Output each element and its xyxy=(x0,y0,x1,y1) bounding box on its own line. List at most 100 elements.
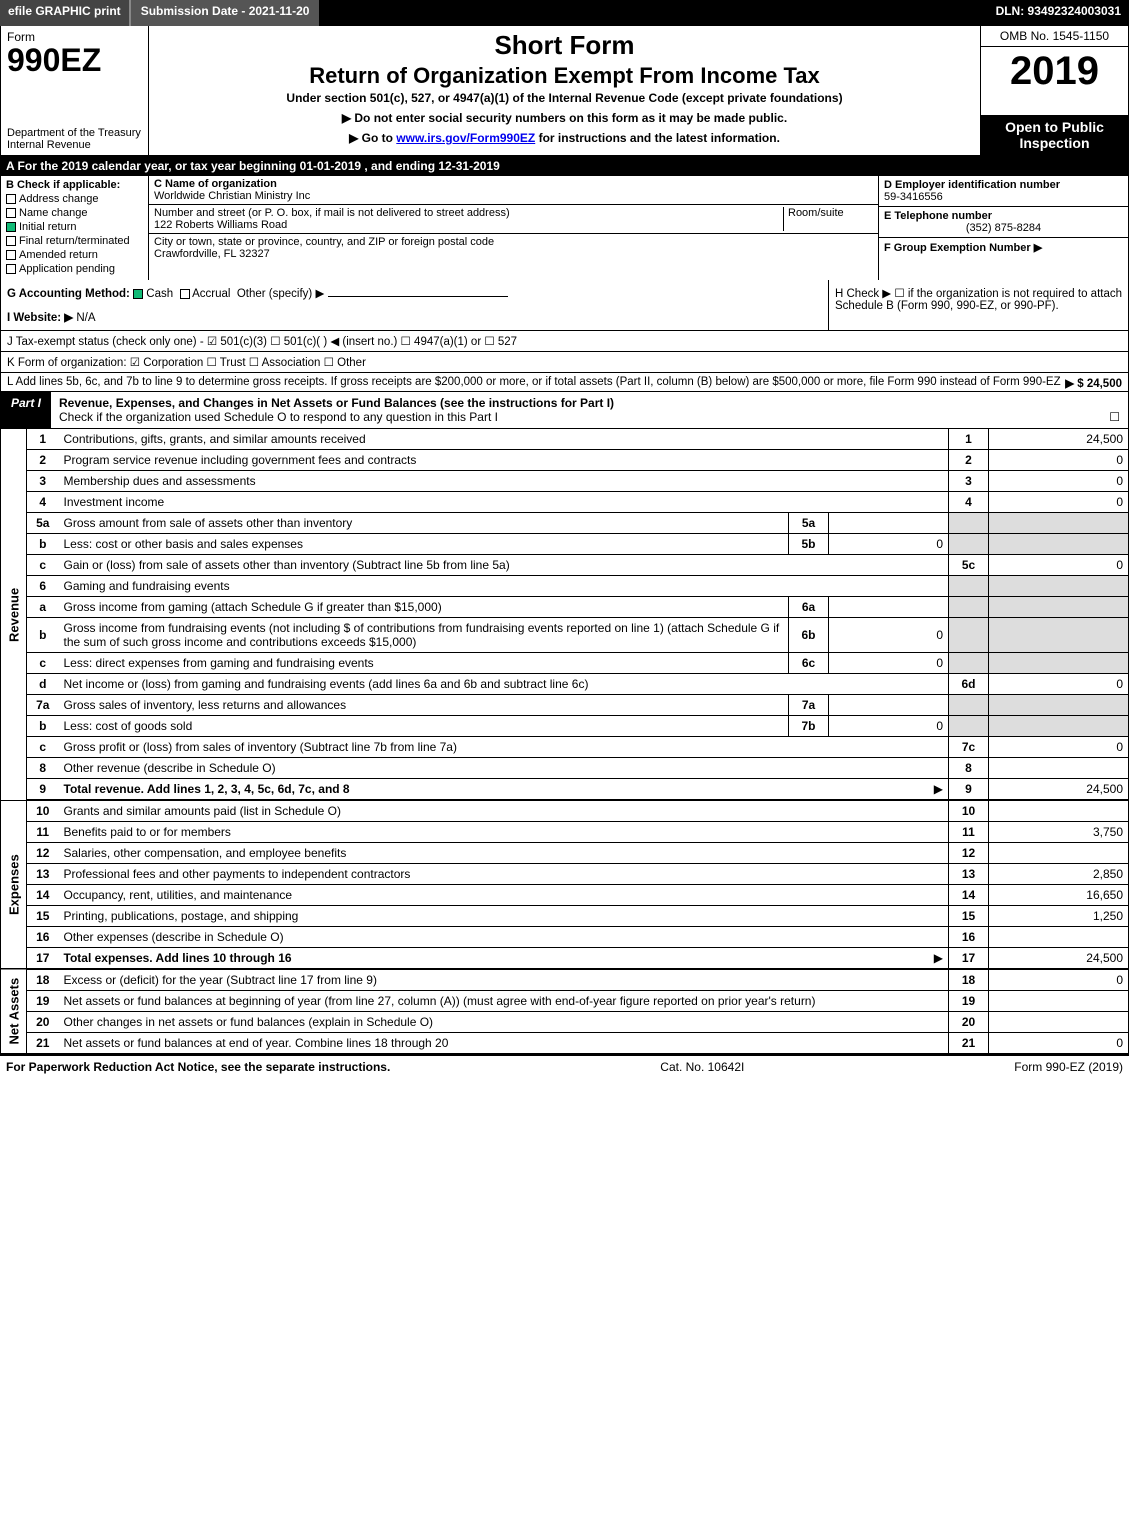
d-16: Other expenses (describe in Schedule O) xyxy=(64,930,284,944)
row-20: 20 Other changes in net assets or fund b… xyxy=(1,1012,1129,1033)
ln-13: 13 xyxy=(27,864,59,885)
side-expenses: Expenses xyxy=(1,800,27,969)
d-7a: Gross sales of inventory, less returns a… xyxy=(64,698,347,712)
cv-4: 0 xyxy=(989,492,1129,513)
line-l-text: L Add lines 5b, 6c, and 7b to line 9 to … xyxy=(7,376,1061,388)
cv-7b-grey xyxy=(989,716,1129,737)
row-16: 16 Other expenses (describe in Schedule … xyxy=(1,927,1129,948)
ln-7c: c xyxy=(27,737,59,758)
arrow-9: ▶ xyxy=(934,782,943,796)
efile-print-button[interactable]: efile GRAPHIC print xyxy=(0,0,131,26)
d-5b: Less: cost or other basis and sales expe… xyxy=(64,537,303,551)
row-6: 6 Gaming and fundraising events xyxy=(1,576,1129,597)
line-a-tax-year: A For the 2019 calendar year, or tax yea… xyxy=(0,156,1129,176)
ln-8: 8 xyxy=(27,758,59,779)
chk-application-pending[interactable]: Application pending xyxy=(6,263,143,275)
row-17: 17 Total expenses. Add lines 10 through … xyxy=(1,948,1129,970)
chk-final-return[interactable]: Final return/terminated xyxy=(6,235,143,247)
part-i-tab: Part I xyxy=(1,392,51,428)
sv-7a xyxy=(829,695,949,716)
ln-4: 4 xyxy=(27,492,59,513)
chk-initial-return[interactable]: Initial return xyxy=(6,221,143,233)
ln-14: 14 xyxy=(27,885,59,906)
line-l: L Add lines 5b, 6c, and 7b to line 9 to … xyxy=(0,373,1129,392)
row-8: 8 Other revenue (describe in Schedule O)… xyxy=(1,758,1129,779)
d-5c: Gain or (loss) from sale of assets other… xyxy=(64,558,510,572)
i-label: I Website: ▶ xyxy=(7,312,73,324)
c-name-label: C Name of organization xyxy=(154,178,277,190)
arrow-17: ▶ xyxy=(934,951,943,965)
header-left: Form 990EZ Department of the Treasury In… xyxy=(1,26,149,155)
cn-7b-grey xyxy=(949,716,989,737)
form-header: Form 990EZ Department of the Treasury In… xyxy=(0,26,1129,156)
ln-12: 12 xyxy=(27,843,59,864)
header-center: Short Form Return of Organization Exempt… xyxy=(149,26,980,155)
sv-6a xyxy=(829,597,949,618)
row-6b: b Gross income from fundraising events (… xyxy=(1,618,1129,653)
chk-name-change[interactable]: Name change xyxy=(6,207,143,219)
chk-cash[interactable] xyxy=(133,289,143,299)
g-cash: Cash xyxy=(146,288,173,300)
d-15: Printing, publications, postage, and shi… xyxy=(64,909,299,923)
part-i-title: Revenue, Expenses, and Changes in Net As… xyxy=(51,392,1128,428)
cn-18: 18 xyxy=(949,969,989,991)
row-12: 12 Salaries, other compensation, and emp… xyxy=(1,843,1129,864)
cv-6b-grey xyxy=(989,618,1129,653)
cv-5c: 0 xyxy=(989,555,1129,576)
cv-13: 2,850 xyxy=(989,864,1129,885)
row-6c: c Less: direct expenses from gaming and … xyxy=(1,653,1129,674)
cn-12: 12 xyxy=(949,843,989,864)
part-i-title-text: Revenue, Expenses, and Changes in Net As… xyxy=(59,396,614,410)
cv-3: 0 xyxy=(989,471,1129,492)
cn-7a-grey xyxy=(949,695,989,716)
cn-2: 2 xyxy=(949,450,989,471)
chk-initial-return-label: Initial return xyxy=(19,221,76,233)
d-3: Membership dues and assessments xyxy=(64,474,256,488)
cv-2: 0 xyxy=(989,450,1129,471)
g-label: G Accounting Method: xyxy=(7,288,130,300)
g-other-input[interactable] xyxy=(328,296,508,297)
d-5a: Gross amount from sale of assets other t… xyxy=(64,516,353,530)
part-i-checkbox[interactable]: ☐ xyxy=(1109,410,1120,424)
d-21: Net assets or fund balances at end of ye… xyxy=(64,1036,449,1050)
cv-6c-grey xyxy=(989,653,1129,674)
line-g: G Accounting Method: Cash Accrual Other … xyxy=(1,280,828,330)
submission-date-button[interactable]: Submission Date - 2021-11-20 xyxy=(131,0,320,26)
d-20: Other changes in net assets or fund bala… xyxy=(64,1015,434,1029)
ln-7b: b xyxy=(27,716,59,737)
line-h: H Check ▶ ☐ if the organization is not r… xyxy=(828,280,1128,330)
cv-12 xyxy=(989,843,1129,864)
footer-form: Form 990-EZ (2019) xyxy=(1014,1060,1123,1074)
d-2: Program service revenue including govern… xyxy=(64,453,417,467)
d-14: Occupancy, rent, utilities, and maintena… xyxy=(64,888,293,902)
cn-6c-grey xyxy=(949,653,989,674)
cv-8 xyxy=(989,758,1129,779)
cn-13: 13 xyxy=(949,864,989,885)
footer-paperwork: For Paperwork Reduction Act Notice, see … xyxy=(6,1060,390,1074)
chk-address-change[interactable]: Address change xyxy=(6,193,143,205)
chk-accrual[interactable] xyxy=(180,289,190,299)
cn-9: 9 xyxy=(949,779,989,801)
ln-6: 6 xyxy=(27,576,59,597)
chk-amended-return[interactable]: Amended return xyxy=(6,249,143,261)
open-public-badge: Open to Public Inspection xyxy=(981,115,1128,155)
sv-6c: 0 xyxy=(829,653,949,674)
d-6: Gaming and fundraising events xyxy=(64,579,230,593)
cn-20: 20 xyxy=(949,1012,989,1033)
cn-5a-grey xyxy=(949,513,989,534)
ln-7a: 7a xyxy=(27,695,59,716)
cn-6-grey xyxy=(949,576,989,597)
d-1: Contributions, gifts, grants, and simila… xyxy=(64,432,366,446)
box-d-e-f: D Employer identification number 59-3416… xyxy=(878,176,1128,280)
cn-7c: 7c xyxy=(949,737,989,758)
cv-9: 24,500 xyxy=(989,779,1129,801)
row-1: Revenue 1 Contributions, gifts, grants, … xyxy=(1,429,1129,450)
cv-14: 16,650 xyxy=(989,885,1129,906)
footer-catno: Cat. No. 10642I xyxy=(660,1060,744,1074)
cv-6d: 0 xyxy=(989,674,1129,695)
irs-link[interactable]: www.irs.gov/Form990EZ xyxy=(396,131,535,145)
chk-amended-return-label: Amended return xyxy=(19,249,98,261)
d-4: Investment income xyxy=(64,495,165,509)
topbar-spacer xyxy=(319,0,987,26)
title-return: Return of Organization Exempt From Incom… xyxy=(157,63,972,89)
